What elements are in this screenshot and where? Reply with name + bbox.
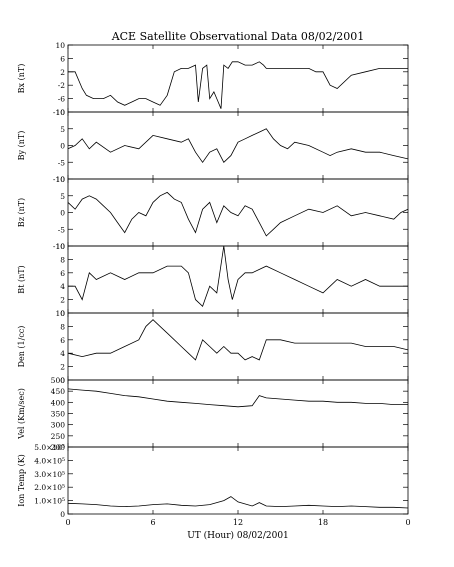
- y-tick-label: 6: [60, 269, 65, 278]
- y-tick-label: 0: [60, 376, 65, 385]
- y-tick-label: 10: [55, 41, 65, 50]
- y-tick-label: -2: [58, 81, 66, 90]
- panel-frame: [67, 446, 409, 515]
- y-tick-label: 5: [60, 125, 65, 134]
- chart-title: ACE Satellite Observational Data 08/02/2…: [111, 30, 365, 43]
- y-axis-label: Bx (nT): [17, 64, 26, 94]
- panel-2: 10 5 0 -5 -10 By (nT): [17, 108, 409, 184]
- y-tick-label: -6: [58, 95, 66, 104]
- y-tick-label: 2: [60, 363, 65, 372]
- y-tick-label: 3.0×10⁵: [34, 470, 65, 479]
- y-tick-label: 350: [51, 410, 66, 419]
- y-tick-label: 0: [60, 309, 65, 318]
- y-tick-label: -10: [53, 242, 65, 251]
- y-tick-label: 0: [60, 209, 65, 218]
- y-axis-label: Bt (nT): [17, 265, 26, 293]
- panel-frame: [67, 44, 409, 113]
- y-tick-label: 8: [60, 255, 65, 264]
- y-tick-label: -10: [53, 108, 65, 117]
- y-tick-label: 5.0×10⁵: [34, 443, 65, 452]
- y-tick-label: 250: [51, 432, 66, 441]
- y-tick-label: 6: [60, 336, 65, 345]
- series-line: [68, 245, 408, 308]
- y-tick-label: 450: [51, 387, 66, 396]
- panel-7: 5.0×10⁵ 4.0×10⁵ 3.0×10⁵ 2.0×10⁵ 1.0×10⁵ 0 Ion …: [17, 443, 409, 519]
- y-tick-label: 500: [51, 376, 66, 385]
- x-tick-label: 6: [150, 518, 155, 527]
- series-line: [67, 191, 409, 237]
- x-tick-label: 12: [233, 518, 243, 527]
- panel-5: 10 8 6 4 2 0 Den (1/cc): [17, 309, 409, 385]
- y-tick-label: 8: [60, 322, 65, 331]
- series-line: [67, 496, 409, 509]
- series-line: [67, 319, 409, 361]
- y-tick-label: 2.0×10⁵: [34, 483, 65, 492]
- y-tick-label: 10: [55, 309, 65, 318]
- y-tick-label: 6: [60, 54, 65, 63]
- y-tick-label: 10: [55, 242, 65, 251]
- y-tick-label: 4: [60, 282, 65, 291]
- panel-1: 10 6 2 -2 -6 -10 Bx (nT): [17, 41, 409, 117]
- panel-frame: [67, 312, 409, 381]
- y-axis-label: Den (1/cc): [17, 326, 26, 368]
- series-line: [68, 61, 408, 109]
- x-tick-label: 18: [318, 518, 328, 527]
- x-tick-label: 0: [405, 518, 410, 527]
- y-axis-label: Vel (Km/sec): [17, 388, 26, 440]
- series-line: [67, 388, 408, 408]
- y-tick-label: -5: [58, 225, 66, 234]
- y-tick-label: 10: [55, 108, 65, 117]
- y-tick-label: -10: [53, 175, 65, 184]
- y-tick-label: 0: [60, 142, 65, 151]
- panel-4: 10 8 6 4 2 0 Bt (nT): [17, 242, 409, 318]
- panel-frame: [67, 178, 409, 247]
- y-tick-label: 400: [51, 398, 66, 407]
- panel-frame: [67, 111, 409, 180]
- x-tick-label: 0: [65, 518, 70, 527]
- y-tick-label: -5: [58, 158, 66, 167]
- y-tick-label: 2: [60, 68, 65, 77]
- y-tick-label: 2: [60, 296, 65, 305]
- series-line: [67, 128, 409, 163]
- y-tick-label: 0: [60, 510, 65, 519]
- y-tick-label: 5: [60, 192, 65, 201]
- panel-frame: [67, 379, 409, 448]
- y-tick-label: 10: [55, 175, 65, 184]
- y-tick-label: 1.0×10⁵: [34, 497, 65, 506]
- panel-6: 500 450 400 350 300 250 200 Vel (Km/sec): [17, 376, 409, 452]
- y-tick-label: 300: [51, 421, 66, 430]
- panel-3: 10 5 0 -5 -10 Bz (nT): [17, 175, 409, 251]
- y-tick-label: 200: [51, 443, 66, 452]
- y-axis-label: Bz (nT): [17, 198, 26, 227]
- x-axis-label: UT (Hour) 08/02/2001: [187, 530, 289, 541]
- y-tick-label: 4.0×10⁵: [34, 456, 65, 465]
- y-axis-label: Ion Temp (K): [17, 454, 26, 507]
- y-axis-label: By (nT): [17, 131, 26, 161]
- y-tick-label: 4: [60, 349, 65, 358]
- panel-group: 10 6 2 -2 -6 -10 Bx (nT) 10 5 0 -5 -10 By (nT) 10 5 0 -5…: [17, 41, 411, 527]
